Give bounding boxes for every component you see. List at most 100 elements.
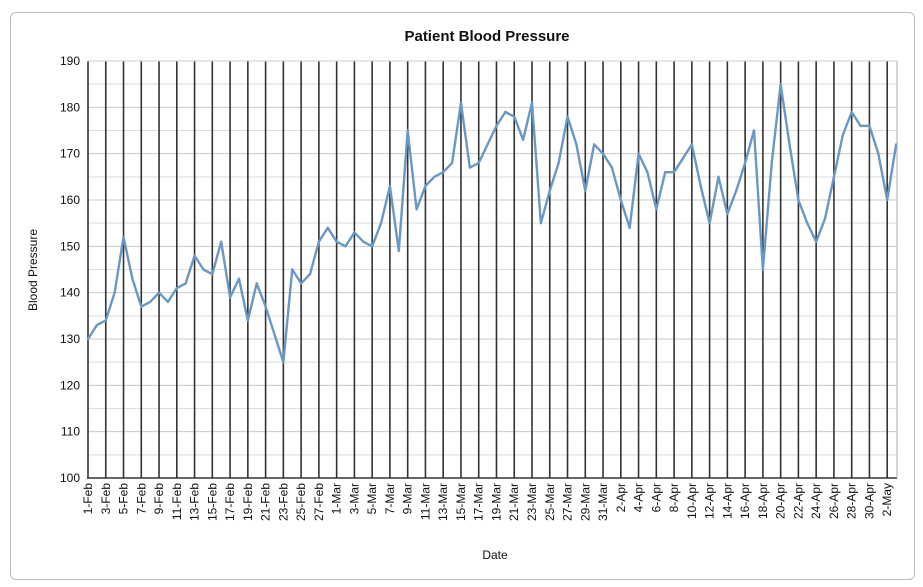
data-point — [886, 198, 889, 202]
data-point — [193, 254, 196, 257]
data-point — [761, 268, 765, 271]
data-point — [397, 249, 400, 253]
data-point — [539, 221, 543, 225]
x-tick-label: 14-Apr — [720, 483, 734, 519]
x-tick-label: 24-Apr — [809, 483, 823, 519]
data-point — [548, 189, 551, 192]
data-point — [513, 115, 516, 118]
data-point — [726, 212, 729, 216]
x-tick-label: 21-Feb — [259, 483, 273, 521]
data-point — [415, 208, 418, 211]
y-tick-label: 120 — [60, 378, 80, 392]
data-point — [566, 115, 569, 118]
data-point — [601, 152, 605, 155]
data-point — [442, 171, 445, 174]
y-tick-label: 140 — [60, 286, 80, 300]
data-point — [823, 217, 827, 220]
x-tick-label: 19-Feb — [241, 483, 255, 521]
data-point — [504, 110, 507, 114]
data-point — [779, 82, 782, 86]
x-tick-label: 2-Apr — [614, 483, 628, 512]
data-point — [335, 240, 338, 243]
x-tick-label: 23-Feb — [276, 483, 290, 521]
data-point — [184, 282, 187, 285]
x-tick-label: 21-Mar — [507, 483, 521, 521]
data-point — [690, 143, 694, 146]
x-tick-label: 3-Feb — [99, 483, 113, 515]
x-tick-label: 9-Mar — [401, 483, 415, 514]
data-point — [486, 143, 489, 146]
data-point — [406, 129, 409, 132]
data-point — [877, 152, 880, 155]
x-tick-label: 2-May — [880, 483, 894, 516]
x-tick-label: 25-Feb — [294, 483, 308, 521]
data-point — [388, 184, 392, 188]
y-tick-label: 170 — [60, 147, 80, 161]
data-point — [752, 129, 756, 132]
data-point — [140, 305, 143, 308]
data-point — [308, 272, 312, 276]
data-point — [850, 110, 853, 114]
data-point — [814, 240, 818, 243]
data-point — [841, 133, 844, 137]
x-tick-label: 17-Feb — [223, 483, 237, 521]
y-tick-label: 100 — [60, 471, 80, 485]
data-point — [211, 272, 214, 276]
x-tick-label: 31-Mar — [596, 483, 610, 521]
data-point — [664, 171, 667, 174]
y-tick-label: 150 — [60, 239, 80, 253]
data-point — [317, 240, 321, 243]
data-point — [237, 277, 241, 280]
data-point — [530, 101, 534, 104]
x-tick-label: 13-Mar — [436, 483, 450, 521]
data-point — [770, 161, 773, 165]
x-tick-label: 12-Apr — [703, 483, 717, 519]
x-tick-label: 3-Mar — [347, 483, 361, 514]
x-tick-label: 8-Apr — [667, 483, 681, 512]
data-point — [157, 291, 161, 294]
x-tick-label: 7-Mar — [383, 483, 397, 514]
data-point — [655, 208, 658, 211]
data-point — [175, 286, 178, 290]
data-point — [477, 161, 480, 165]
x-axis-label: Date — [482, 548, 508, 562]
x-tick-label: 11-Feb — [170, 483, 184, 520]
x-tick-label: 27-Mar — [561, 483, 575, 521]
x-tick-label: 19-Mar — [489, 483, 503, 521]
data-point — [291, 268, 294, 271]
data-point — [264, 305, 267, 308]
x-tick-label: 9-Feb — [152, 483, 166, 515]
data-point — [344, 245, 347, 248]
data-point — [708, 221, 711, 225]
data-point — [557, 161, 560, 165]
data-point — [788, 143, 791, 146]
data-point — [735, 189, 738, 192]
x-tick-label: 10-Apr — [685, 483, 699, 519]
data-point — [433, 175, 436, 179]
x-tick-label: 1-Mar — [330, 483, 344, 514]
data-point — [122, 235, 125, 239]
data-point — [610, 166, 614, 169]
x-tick-label: 18-Apr — [756, 483, 770, 519]
x-tick-label: 17-Mar — [472, 483, 486, 521]
x-tick-label: 7-Feb — [134, 483, 148, 515]
x-tick-label: 26-Apr — [827, 483, 841, 519]
x-tick-label: 5-Mar — [365, 483, 379, 514]
data-point — [521, 138, 525, 141]
data-point — [148, 300, 152, 304]
x-tick-label: 11-Mar — [418, 483, 432, 520]
y-tick-label: 180 — [60, 100, 80, 114]
data-point — [584, 189, 587, 192]
data-point — [459, 101, 463, 104]
data-point — [806, 221, 809, 225]
data-point — [202, 268, 205, 271]
x-tick-label: 25-Mar — [543, 483, 557, 521]
data-point — [273, 333, 276, 336]
data-point — [131, 277, 134, 280]
y-tick-label: 110 — [61, 425, 80, 439]
x-tick-label: 29-Mar — [578, 483, 592, 521]
data-point — [672, 171, 676, 174]
data-point — [379, 221, 383, 225]
x-tick-label: 15-Mar — [454, 483, 468, 521]
y-tick-label: 130 — [60, 332, 80, 346]
